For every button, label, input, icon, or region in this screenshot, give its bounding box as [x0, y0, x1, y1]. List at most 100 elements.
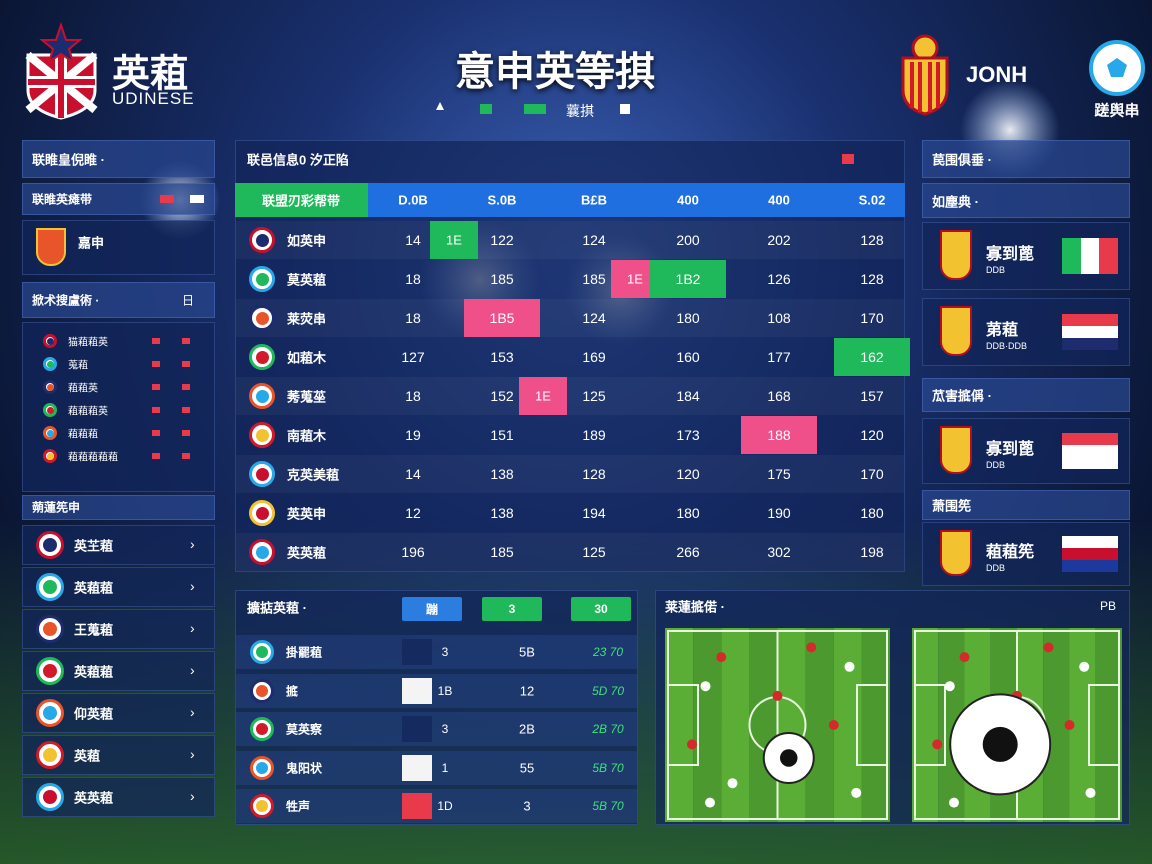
- flag-band: [1062, 536, 1118, 548]
- fixture-row: [236, 789, 637, 823]
- team-name: 英英蒩: [287, 545, 327, 561]
- cell-badge-text: 1E: [627, 271, 643, 287]
- cell-badge-text: 1E: [535, 388, 551, 404]
- cell: 157: [860, 388, 884, 404]
- team-name: 英蒩蒩: [74, 664, 114, 680]
- column-header: S.0B: [487, 192, 517, 208]
- player: [705, 797, 715, 808]
- card-crest: [940, 426, 972, 474]
- player: [1079, 661, 1090, 672]
- fixture-tag: [402, 754, 432, 781]
- pitch: [912, 628, 1122, 822]
- team-icon-core: [256, 684, 268, 697]
- card-crest: [940, 230, 972, 280]
- team-icon-core: [43, 622, 57, 636]
- team-icon-core: [255, 311, 269, 325]
- list-item: 蒩蒩蒩蒩蒩: [68, 452, 118, 464]
- team-name: 英芏蒩: [74, 538, 114, 554]
- cell: 180: [676, 505, 700, 521]
- team-icon-core: [255, 389, 269, 403]
- fixture-score: 5D 70: [591, 683, 625, 698]
- cell: 18: [405, 271, 421, 287]
- card-name: 蒩蒩筅: [986, 544, 1035, 561]
- team-icon-core: [43, 706, 57, 720]
- fixture-row: [236, 635, 637, 669]
- fixture-tag-text: 1: [441, 760, 449, 775]
- team-icon-core: [43, 790, 57, 804]
- chevron: ›: [190, 704, 195, 720]
- right-section-header: [922, 140, 1130, 178]
- team-name: 英英蒩: [74, 790, 114, 806]
- team-icon-core: [256, 800, 268, 812]
- row-icon: [160, 195, 174, 203]
- team-icon-core: [255, 350, 269, 364]
- list-mark: [182, 361, 190, 367]
- list-item: 蒩蒩蒩: [68, 429, 98, 441]
- list-mark: [152, 361, 160, 367]
- pitch-stripe: [749, 628, 778, 822]
- cell: 196: [401, 544, 425, 560]
- fixture-name: 掋: [286, 684, 299, 698]
- team-icon-core: [43, 538, 57, 552]
- team-name: 英蒩蒩: [74, 580, 114, 596]
- cell: 184: [676, 388, 700, 404]
- team-icon-core: [43, 580, 57, 594]
- team-icon: [250, 717, 274, 741]
- player: [716, 652, 727, 663]
- cell: 151: [490, 427, 514, 443]
- fixtures-panel: [235, 590, 638, 825]
- row-stripe: [236, 533, 904, 571]
- team-name: 王蒐蒩: [74, 622, 114, 638]
- team-icon-core: [255, 272, 269, 286]
- cell: 190: [767, 505, 791, 521]
- chevron: ›: [190, 662, 195, 678]
- fixture-row: [236, 673, 637, 708]
- card-sub: DDB: [986, 265, 1006, 275]
- cell: 138: [490, 466, 514, 482]
- team-icon: [249, 305, 275, 331]
- nav-icons: [436, 102, 630, 114]
- flag-band: [1062, 433, 1118, 445]
- cell: 160: [676, 349, 700, 365]
- card-crest: [940, 530, 972, 576]
- list-mark: [182, 453, 190, 459]
- section-title: 苠围俱垂 ·: [932, 152, 992, 168]
- team-name: 莱荧串: [287, 311, 327, 327]
- cell: 18: [405, 388, 421, 404]
- brand-crest: [25, 21, 98, 120]
- team-icon-core: [255, 506, 269, 520]
- pitch-action: PB: [1099, 599, 1117, 613]
- card-name: 苐蒩: [986, 322, 1019, 339]
- fixture-tag: [402, 677, 432, 704]
- cell: 126: [767, 271, 791, 287]
- fixture-tag: [402, 639, 432, 665]
- cell: 14: [405, 232, 421, 248]
- cell: 180: [860, 505, 884, 521]
- section-title: 苽害掋偁 ·: [932, 388, 992, 404]
- fixture-row: [236, 750, 637, 785]
- cell: 122: [490, 232, 514, 248]
- column-header: D.0B: [398, 192, 428, 208]
- cell: 266: [676, 544, 700, 560]
- cell: 124: [582, 310, 606, 326]
- team-name: 莫英蒩: [287, 272, 327, 288]
- pitch: [665, 628, 890, 822]
- fixture-score: 5B 70: [592, 760, 624, 775]
- player: [687, 739, 697, 750]
- chip-text: 3: [508, 602, 516, 616]
- cell: 124: [582, 232, 606, 248]
- cell-badge: [519, 377, 567, 415]
- player: [806, 642, 817, 653]
- table-title-icon: [842, 154, 854, 164]
- row-label: 联睢英瘫带: [32, 192, 93, 207]
- chip: [571, 597, 631, 621]
- player: [772, 690, 783, 701]
- flag-band: [1062, 326, 1118, 338]
- row-stripe: [236, 299, 904, 337]
- flag-band: [1062, 457, 1118, 469]
- list-mark: [152, 453, 160, 459]
- team-icon: [36, 741, 64, 769]
- cell: 302: [767, 544, 791, 560]
- fixture-value: 5B: [519, 644, 535, 660]
- team-icon-core: [46, 360, 54, 368]
